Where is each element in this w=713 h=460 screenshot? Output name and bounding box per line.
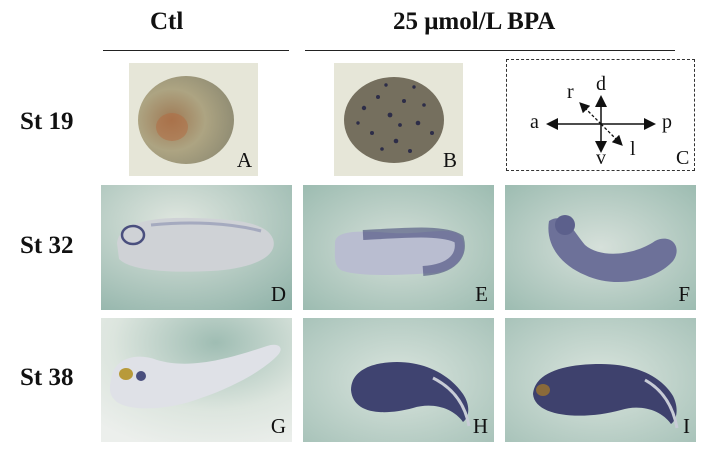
header-treatment-underline	[305, 50, 675, 51]
panel-f: F	[505, 185, 696, 310]
panel-a-image	[129, 63, 258, 176]
axis-label-r: r	[567, 81, 574, 103]
panel-d-image	[101, 185, 292, 310]
axis-label-v: v	[596, 147, 606, 169]
panel-e: E	[303, 185, 494, 310]
panel-label-a: A	[236, 148, 252, 172]
axis-label-a: a	[530, 111, 539, 133]
axis-arrows	[546, 95, 656, 153]
panel-label-e: E	[475, 282, 488, 306]
row-label-st32: St 32	[20, 232, 74, 259]
panel-g: G	[101, 318, 292, 442]
panel-label-g: G	[270, 414, 286, 438]
axis-diagram: r d a p v l C	[506, 59, 695, 171]
axis-label-p: p	[662, 111, 672, 133]
panel-label-h: H	[472, 414, 488, 438]
panel-label-f: F	[678, 282, 690, 306]
panel-i: I	[505, 318, 696, 442]
header-control: Ctl	[150, 8, 184, 35]
row-label-st38: St 38	[20, 364, 74, 391]
panel-a: A	[129, 63, 258, 176]
panel-label-b: B	[442, 148, 457, 172]
panel-label-c: C	[676, 147, 690, 169]
panel-b: B	[334, 63, 463, 176]
header-treatment: 25 μmol/L BPA	[393, 8, 556, 35]
panel-h-image	[303, 318, 494, 442]
panel-e-image	[303, 185, 494, 310]
panel-h: H	[303, 318, 494, 442]
axis-label-l: l	[630, 138, 636, 160]
panel-i-image	[505, 318, 696, 442]
panel-d: D	[101, 185, 292, 310]
panel-f-image	[505, 185, 696, 310]
panel-g-image	[101, 318, 292, 442]
header-control-underline	[103, 50, 289, 51]
axis-label-d: d	[596, 73, 606, 95]
row-label-st19: St 19	[20, 108, 74, 135]
panel-label-d: D	[270, 282, 286, 306]
panel-b-image	[334, 63, 463, 176]
panel-label-i: I	[683, 414, 690, 438]
